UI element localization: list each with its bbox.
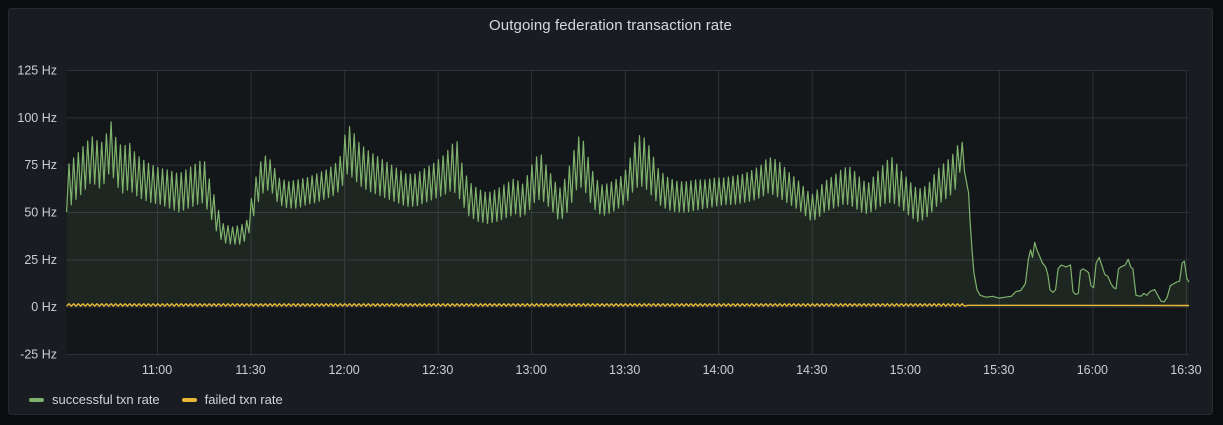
legend-item-failed-txn-rate[interactable]: failed txn rate	[181, 392, 283, 407]
series-successful-txn-rate	[66, 121, 1190, 307]
y-axis-labels: 125 Hz 100 Hz 75 Hz 50 Hz 25 Hz 0 Hz -25 Hz	[17, 64, 57, 362]
x-tick-label: 13:30	[609, 363, 640, 377]
successful-txn-rate-color-swatch	[29, 397, 44, 402]
time-series-chart[interactable]: 125 Hz 100 Hz 75 Hz 50 Hz 25 Hz 0 Hz -25 Hz 11:…	[9, 9, 1214, 416]
y-tick-label: 0 Hz	[31, 300, 57, 314]
x-tick-label: 14:00	[703, 363, 734, 377]
legend-item-successful-txn-rate[interactable]: successful txn rate	[29, 392, 160, 407]
series-line	[66, 121, 1190, 303]
y-tick-label: 125 Hz	[17, 64, 57, 78]
x-tick-label: 16:30	[1170, 363, 1201, 377]
x-tick-label: 11:30	[235, 363, 265, 377]
y-tick-label: 25 Hz	[24, 253, 57, 267]
panel-header: Outgoing federation transaction rate	[9, 9, 1212, 41]
x-tick-label: 13:00	[516, 363, 547, 377]
x-tick-label: 16:00	[1077, 363, 1108, 377]
x-axis-labels: 11:00 11:30 12:00 12:30 13:00 13:30 14:00 14:30…	[142, 363, 1202, 377]
x-tick-label: 15:00	[890, 363, 921, 377]
series-line	[66, 303, 1190, 307]
panel-title[interactable]: Outgoing federation transaction rate	[489, 16, 732, 34]
x-tick-label: 12:00	[328, 363, 359, 377]
y-tick-label: -25 Hz	[20, 348, 57, 362]
failed-txn-rate-color-swatch	[181, 397, 197, 402]
legend-label[interactable]: successful txn rate	[52, 392, 160, 407]
series-fill	[66, 121, 1190, 307]
y-tick-label: 100 Hz	[17, 111, 57, 125]
legend-label[interactable]: failed txn rate	[204, 392, 283, 407]
legend: successful txn rate failed txn rate	[29, 392, 283, 407]
x-tick-label: 14:30	[796, 363, 827, 377]
x-tick-label: 12:30	[422, 363, 453, 377]
grid-lines	[66, 70, 1189, 355]
series-failed-txn-rate	[66, 303, 1190, 307]
x-tick-label: 11:00	[142, 363, 172, 377]
y-tick-label: 75 Hz	[24, 158, 57, 172]
x-tick-label: 15:30	[983, 363, 1014, 377]
y-tick-label: 50 Hz	[24, 206, 57, 220]
panel-outgoing-federation-transaction-rate: Outgoing federation transaction rate 125…	[8, 8, 1213, 415]
